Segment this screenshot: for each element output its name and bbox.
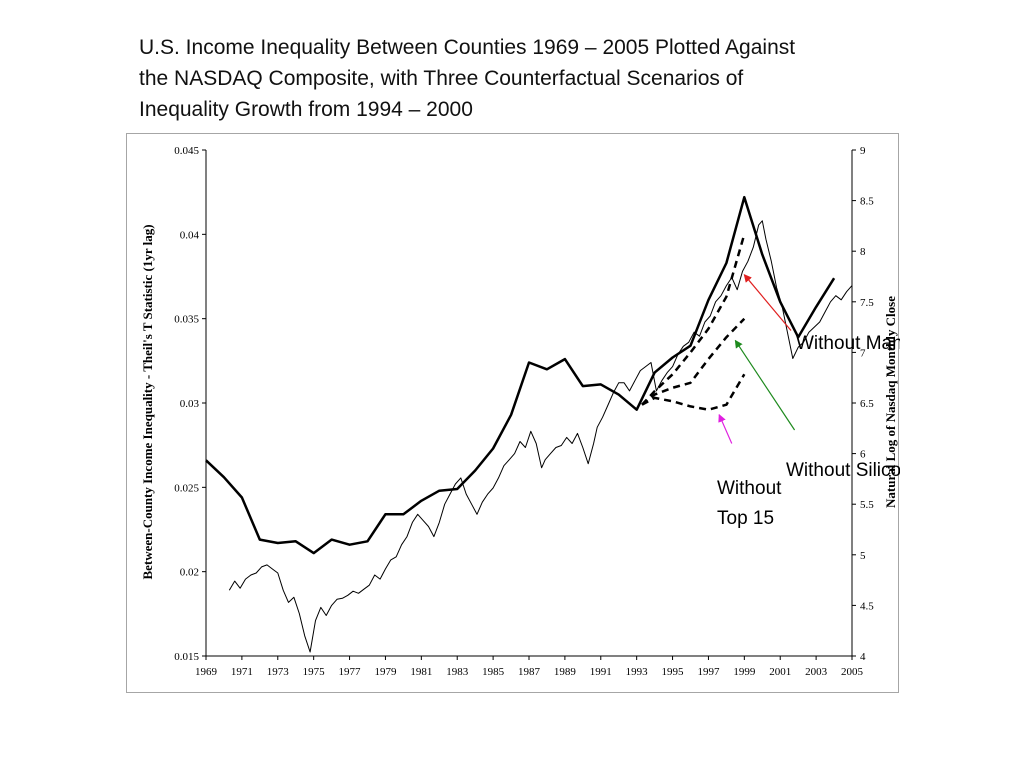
y-tick-label: 0.015 <box>174 651 199 663</box>
x-tick-label: 1975 <box>303 666 326 678</box>
title-line-1: U.S. Income Inequality Between Counties … <box>139 36 796 59</box>
theil-series-line <box>205 195 836 555</box>
y2-axis-title: Natural Log of Nasdaq Monthly Close <box>883 296 898 508</box>
silicon-valley-arrow <box>734 339 796 431</box>
x-tick-label: 2001 <box>769 666 791 678</box>
x-tick-label: 1991 <box>590 666 612 678</box>
y-tick-label: 0.025 <box>174 482 199 494</box>
nasdaq-series-line <box>228 220 853 653</box>
top15-arrow <box>718 413 733 444</box>
y2-tick-label: 4 <box>860 651 866 663</box>
page-title: U.S. Income Inequality Between Counties … <box>139 32 899 125</box>
without-silicon-valley-line <box>641 317 746 406</box>
x-tick-label: 1997 <box>697 666 720 678</box>
x-tick-label: 1987 <box>518 666 541 678</box>
y2-tick-label: 7.5 <box>860 297 874 309</box>
without-silicon-valley-label: Without Silicon Valley <box>786 460 900 481</box>
y2-tick-label: 7 <box>860 347 866 359</box>
without-manhattan-label: Without Manhattan <box>796 333 900 354</box>
x-tick-label: 1969 <box>195 666 218 678</box>
y-axis-title: Between-County Income Inequality - Theil… <box>140 224 155 579</box>
axes: 1969 1971 1973 1975 1977 1979 1981 1983 1985 1987… <box>174 145 874 678</box>
y2-tick-label: 9 <box>860 145 866 157</box>
x-tick-label: 1983 <box>446 666 469 678</box>
without-top15-label: Without Top 15 <box>717 478 782 529</box>
x-tick-label: 2003 <box>805 666 828 678</box>
x-tick-label: 1985 <box>482 666 505 678</box>
y2-tick-label: 8 <box>860 246 866 258</box>
annotation-line: Without Manhattan <box>796 333 900 354</box>
y2-tick-label: 6.5 <box>860 398 874 410</box>
x-tick-label: 1977 <box>339 666 362 678</box>
x-tick-label: 1973 <box>267 666 290 678</box>
x-tick-label: 2005 <box>841 666 864 678</box>
annotation-line: Without <box>717 478 782 499</box>
y2-tick-label: 5.5 <box>860 499 874 511</box>
chart-frame: 1969 1971 1973 1975 1977 1979 1981 1983 1985 1987… <box>126 133 900 693</box>
x-tick-label: 1979 <box>374 666 397 678</box>
x-tick-label: 1995 <box>662 666 685 678</box>
y-tick-label: 0.045 <box>174 145 199 157</box>
title-line-3: Inequality Growth from 1994 – 2000 <box>139 98 473 121</box>
x-tick-label: 1993 <box>626 666 649 678</box>
chart: 1969 1971 1973 1975 1977 1979 1981 1983 1985 1987… <box>140 145 900 678</box>
series-layer <box>205 195 853 653</box>
without-top15-line <box>641 373 746 411</box>
y-tick-label: 0.03 <box>180 398 200 410</box>
y2-tick-label: 8.5 <box>860 196 874 208</box>
annotation-layer: Without Manhattan Without Silicon ValleyW… <box>717 274 900 529</box>
y-tick-label: 0.02 <box>180 567 199 579</box>
x-tick-label: 1981 <box>410 666 432 678</box>
x-tick-label: 1999 <box>733 666 756 678</box>
y2-tick-label: 4.5 <box>860 600 874 612</box>
title-line-2: the NASDAQ Composite, with Three Counter… <box>139 67 744 90</box>
without-manhattan-line <box>641 233 746 406</box>
y2-tick-label: 5 <box>860 550 866 562</box>
annotation-line: Top 15 <box>717 508 774 529</box>
y2-tick-label: 6 <box>860 449 866 461</box>
y-tick-label: 0.035 <box>174 314 199 326</box>
y-tick-label: 0.04 <box>180 229 200 241</box>
x-tick-label: 1989 <box>554 666 577 678</box>
manhattan-arrow <box>743 274 792 331</box>
x-tick-label: 1971 <box>231 666 253 678</box>
annotation-line: Without Silicon Valley <box>786 460 900 481</box>
